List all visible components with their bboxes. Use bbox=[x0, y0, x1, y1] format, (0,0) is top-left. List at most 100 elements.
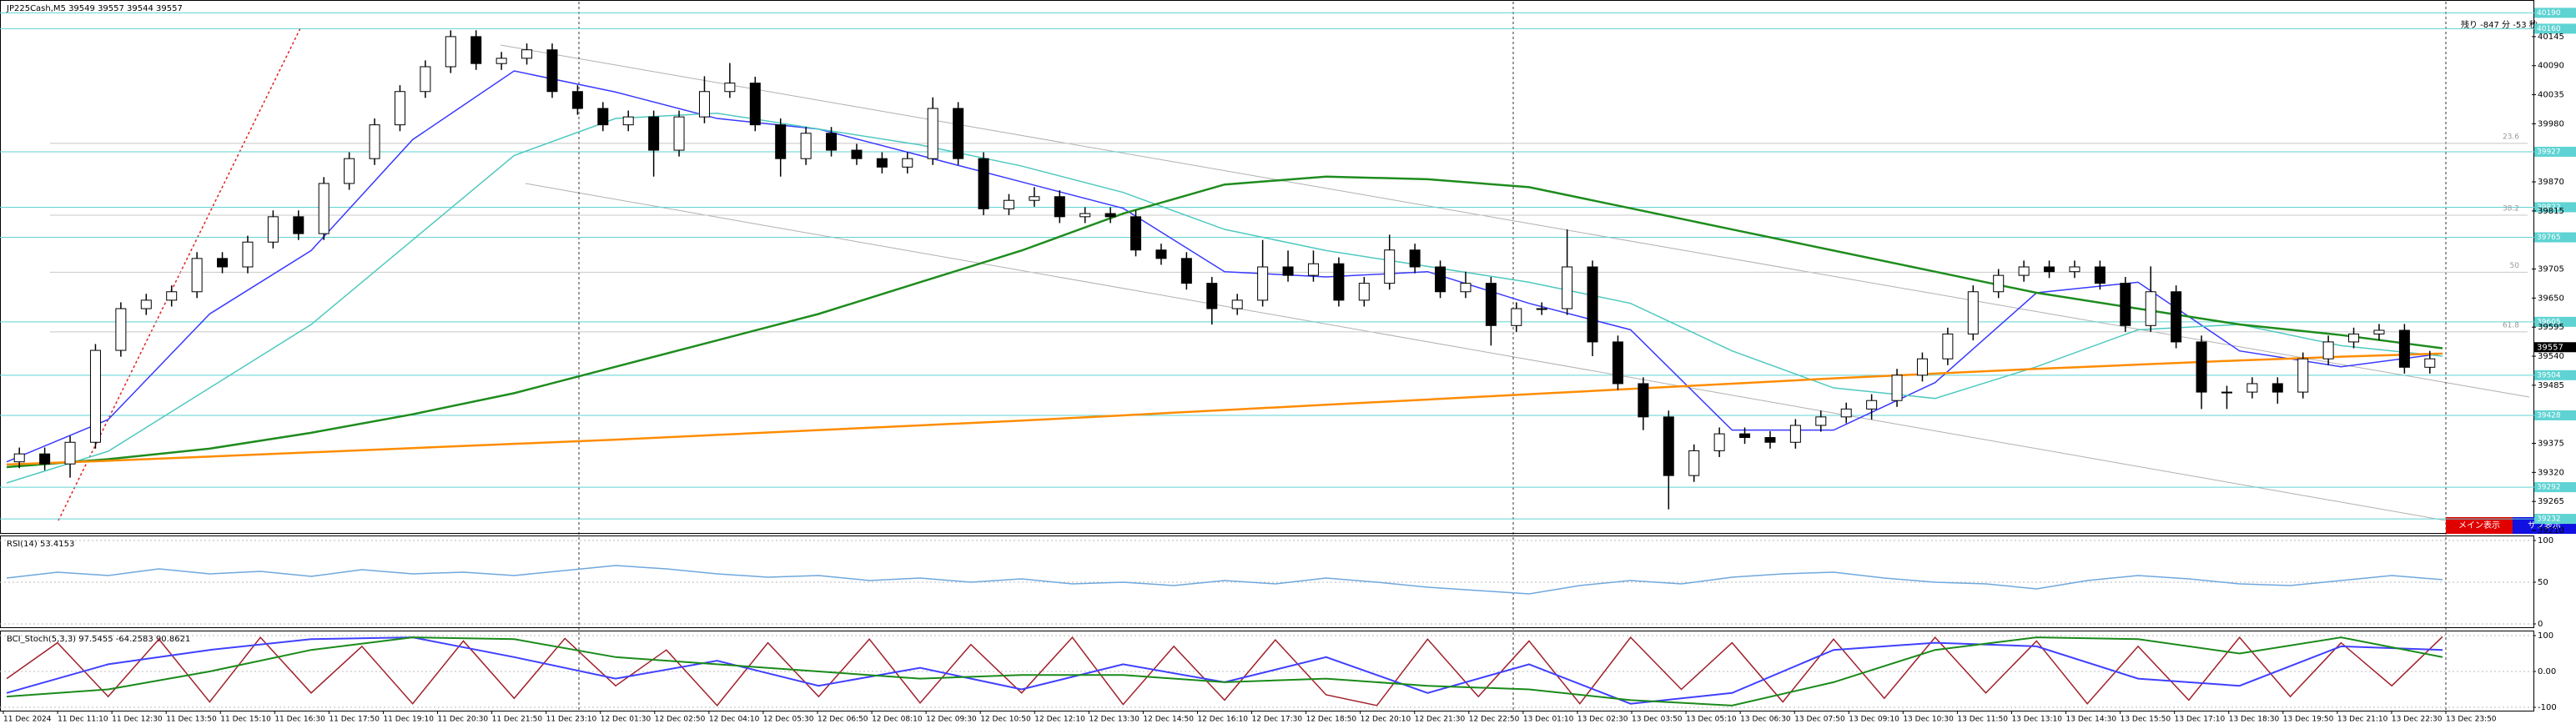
stoch-tick-label: 100 bbox=[2538, 631, 2553, 641]
x-tick-label: 11 Dec 16:30 bbox=[274, 716, 325, 724]
candle-body bbox=[851, 149, 863, 159]
x-tick-label: 12 Dec 14:50 bbox=[1143, 716, 1194, 724]
x-tick-label: 13 Dec 11:50 bbox=[1957, 716, 2008, 724]
rsi-line bbox=[6, 565, 2443, 595]
candle-body bbox=[2196, 341, 2207, 393]
moving-average bbox=[6, 175, 2443, 469]
candle-body bbox=[1180, 258, 1192, 284]
moving-average bbox=[6, 112, 2443, 484]
candle-body bbox=[1916, 358, 1928, 376]
x-tick-label: 13 Dec 19:50 bbox=[2283, 716, 2334, 724]
level-label: 40190 bbox=[2537, 9, 2561, 18]
x-tick-label: 13 Dec 13:10 bbox=[2011, 716, 2062, 724]
candle-body bbox=[1942, 333, 1954, 359]
x-tick-label: 11 Dec 21:50 bbox=[492, 716, 543, 724]
candle-body bbox=[1993, 274, 2005, 293]
level-box bbox=[2534, 23, 2576, 34]
candle-body bbox=[1511, 308, 1522, 326]
rsi-tick-label: 0 bbox=[2538, 620, 2543, 629]
candle-body bbox=[826, 133, 838, 151]
candle-body bbox=[445, 36, 456, 68]
y-tick-label: 39815 bbox=[2538, 207, 2564, 216]
candle-body bbox=[470, 36, 482, 64]
candle-body bbox=[1231, 299, 1243, 309]
fib-label: 38.2 bbox=[2503, 204, 2519, 213]
x-tick-label: 11 Dec 11:10 bbox=[58, 716, 108, 724]
candle-body bbox=[1638, 383, 1649, 418]
y-tick-label: 39705 bbox=[2538, 265, 2564, 274]
candle-body bbox=[1155, 249, 1167, 259]
main-panel-frame bbox=[0, 0, 2534, 534]
x-tick-label: 12 Dec 16:10 bbox=[1197, 716, 1248, 724]
x-tick-label: 11 Dec 23:10 bbox=[546, 716, 597, 724]
level-box bbox=[2534, 514, 2576, 525]
fib-label: 23.6 bbox=[2503, 133, 2519, 141]
candle-body bbox=[2322, 341, 2334, 359]
x-tick-label: 12 Dec 13:30 bbox=[1089, 716, 1140, 724]
main-view-button-bg[interactable] bbox=[2446, 517, 2513, 534]
candle-body bbox=[1460, 283, 1472, 293]
x-tick-label: 12 Dec 12:10 bbox=[1034, 716, 1085, 724]
fib-label: 50 bbox=[2510, 262, 2520, 270]
candle-body bbox=[2424, 358, 2436, 368]
candle-body bbox=[1866, 400, 1878, 410]
x-tick-label: 13 Dec 07:50 bbox=[1794, 716, 1845, 724]
rsi-tick-label: 100 bbox=[2538, 536, 2553, 546]
candle-body bbox=[597, 108, 609, 126]
candle-body bbox=[394, 91, 405, 126]
x-tick-label: 12 Dec 01:30 bbox=[601, 716, 652, 724]
x-tick-label: 13 Dec 10:30 bbox=[1903, 716, 1954, 724]
x-tick-label: 12 Dec 09:30 bbox=[926, 716, 977, 724]
candle-body bbox=[1054, 196, 1065, 218]
level-label: 39292 bbox=[2537, 484, 2561, 492]
x-tick-label: 11 Dec 17:50 bbox=[329, 716, 380, 724]
x-tick-label: 12 Dec 10:50 bbox=[980, 716, 1031, 724]
candle-body bbox=[242, 241, 254, 268]
y-tick-label: 39265 bbox=[2538, 497, 2564, 506]
candle-body bbox=[1612, 341, 1623, 385]
candle-body bbox=[648, 116, 660, 151]
y-tick-label: 39980 bbox=[2538, 119, 2564, 128]
candle-body bbox=[2145, 291, 2156, 326]
level-box bbox=[2534, 370, 2576, 380]
y-tick-label: 39650 bbox=[2538, 294, 2564, 303]
candle-body bbox=[2069, 266, 2080, 273]
y-tick-label: 39375 bbox=[2538, 440, 2564, 449]
candle-body bbox=[1840, 408, 1852, 418]
stoch-line bbox=[6, 636, 2443, 706]
candle-body bbox=[1739, 433, 1751, 439]
x-tick-label: 12 Dec 05:30 bbox=[763, 716, 814, 724]
x-tick-label: 11 Dec 19:10 bbox=[383, 716, 434, 724]
candle-body bbox=[217, 258, 229, 268]
candle-body bbox=[2246, 383, 2258, 393]
level-label: 39428 bbox=[2537, 411, 2561, 420]
candle-body bbox=[420, 66, 431, 93]
level-label: 40160 bbox=[2537, 25, 2561, 33]
level-box bbox=[2534, 316, 2576, 327]
candle-body bbox=[1587, 266, 1598, 343]
candle-body bbox=[927, 108, 938, 159]
candle-body bbox=[496, 58, 507, 64]
y-tick-label: 39320 bbox=[2538, 468, 2564, 477]
candle-body bbox=[673, 116, 685, 151]
level-box bbox=[2534, 146, 2576, 157]
main-view-button[interactable]: メイン表示 bbox=[2458, 520, 2500, 530]
rsi-title: RSI(14) 53.4153 bbox=[7, 540, 74, 549]
y-tick-label: 40090 bbox=[2538, 62, 2564, 71]
y-tick-label: 40145 bbox=[2538, 33, 2564, 42]
x-tick-label: 12 Dec 22:50 bbox=[1469, 716, 1520, 724]
moving-average bbox=[6, 352, 2443, 466]
candle-body bbox=[724, 83, 736, 93]
x-tick-label: 12 Dec 20:10 bbox=[1361, 716, 1411, 724]
candle-body bbox=[64, 441, 76, 465]
candle-body bbox=[1967, 291, 1979, 334]
candle-body bbox=[1663, 416, 1674, 476]
x-tick-label: 13 Dec 05:10 bbox=[1686, 716, 1737, 724]
candle-body bbox=[1815, 416, 1827, 426]
candle-body bbox=[1206, 283, 1218, 309]
x-tick-label: 11 Dec 20:30 bbox=[438, 716, 489, 724]
candle-body bbox=[1384, 249, 1396, 284]
candle-body bbox=[1003, 199, 1014, 209]
